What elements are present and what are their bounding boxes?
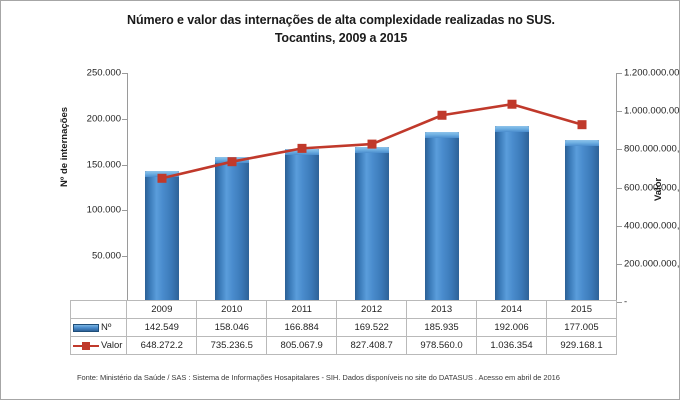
line-swatch-icon [73, 341, 99, 350]
data-table: 2009 2010 2011 2012 2013 2014 2015 Nº 142.549 1… [69, 300, 618, 355]
table-header-cell: 2011 [266, 300, 338, 319]
line-marker [297, 143, 307, 153]
line-marker [227, 157, 237, 167]
y-tick-right [617, 73, 622, 74]
bar-swatch-icon [73, 323, 99, 332]
y-tick-left [122, 210, 127, 212]
table-cell-no: 185.935 [406, 318, 478, 337]
table-cell-valor: 648.272.2 [126, 336, 198, 355]
bar [495, 126, 529, 302]
table-cell-valor: 929.168.1 [545, 336, 618, 355]
line-series-valor [157, 99, 587, 183]
y-tick-label-right: 600.000.000,00 [624, 182, 680, 193]
y-tick-label-right: - [624, 296, 628, 308]
y-axis-line-right [616, 73, 617, 302]
chart-title: Número e valor das internações de alta c… [1, 11, 679, 47]
source-note: Fonte: Ministério da Saúde / SAS : Siste… [77, 373, 560, 382]
y-tick-label-left: 150.000 [86, 159, 121, 171]
table-cell-valor: 978.560.0 [406, 336, 478, 355]
table-cell-no: 177.005 [545, 318, 618, 337]
table-header-cell: 2012 [336, 300, 408, 319]
y-tick-right [617, 225, 622, 227]
y-tick-label-left: 250.000 [86, 67, 121, 79]
table-row-header: 2009 2010 2011 2012 2013 2014 2015 [69, 300, 618, 319]
table-header-cell: 2013 [406, 300, 478, 319]
bar [215, 157, 249, 302]
table-cell-valor: 1.036.354 [476, 336, 547, 355]
table-cell-valor: 805.067.9 [266, 336, 338, 355]
y-tick-label-right: 400.000.000,00 [624, 220, 680, 232]
line-marker [437, 110, 447, 120]
bar [145, 171, 179, 302]
table-cell-no: 158.046 [196, 318, 268, 337]
y-tick-label-left: 100.000 [86, 204, 121, 216]
legend-item-valor: Valor [69, 336, 128, 355]
line-marker [577, 120, 587, 130]
bar-cap [565, 139, 599, 146]
table-header-cell: 2010 [196, 300, 268, 319]
header-corner-cell [69, 300, 128, 319]
legend-label-valor: Valor [101, 340, 123, 351]
y-tick-left [122, 118, 127, 120]
bar [355, 146, 389, 302]
table-cell-valor: 827.408.7 [336, 336, 408, 355]
table-cell-no: 192.006 [476, 318, 547, 337]
y-tick-label-right: 800.000.000,00 [624, 143, 680, 155]
bar-cap [495, 126, 529, 133]
y-tick-label-right: 200.000.000,00 [624, 258, 680, 270]
table-cell-no: 169.522 [336, 318, 408, 337]
y-tick-right [617, 263, 622, 265]
y-tick-label-right: 1.200.000.000,00 [624, 67, 680, 79]
table-row-valor: Valor 648.272.2 735.236.5 805.067.9 827.408… [69, 336, 618, 355]
line-marker [367, 139, 377, 149]
y-tick-left [122, 256, 127, 258]
y-tick-left [122, 73, 127, 74]
bar [425, 131, 459, 302]
y-tick-left [122, 164, 127, 166]
y-tick-label-left: 50.000 [91, 250, 121, 262]
line-marker [507, 99, 517, 109]
table-row-numero: Nº 142.549 158.046 166.884 169.522 185.935 19… [69, 318, 618, 337]
table-header-cell: 2015 [545, 300, 618, 319]
table-header-cell: 2009 [126, 300, 198, 319]
table-cell-no: 142.549 [126, 318, 198, 337]
bar-cap [355, 146, 389, 153]
table-header-cell: 2014 [476, 300, 547, 319]
line-marker [157, 173, 167, 183]
y-tick-label-right: 1.000.000.000,00 [624, 105, 680, 117]
y-tick-label-left: 200.000 [86, 113, 121, 125]
bar [285, 149, 319, 302]
chart-title-line-1: Número e valor das internações de alta c… [127, 13, 555, 27]
legend-item-no: Nº [69, 318, 128, 337]
legend-label-no: Nº [101, 322, 112, 333]
table-cell-valor: 735.236.5 [196, 336, 268, 355]
bar [565, 139, 599, 302]
y-tick-right [617, 187, 622, 189]
y-tick-right [617, 149, 622, 151]
table-cell-no: 166.884 [266, 318, 338, 337]
y-tick-right [617, 302, 622, 303]
bar-cap [425, 131, 459, 138]
y-tick-right [617, 111, 622, 113]
chart-title-line-2: Tocantins, 2009 a 2015 [274, 31, 408, 45]
y-axis-line-left [127, 73, 128, 302]
